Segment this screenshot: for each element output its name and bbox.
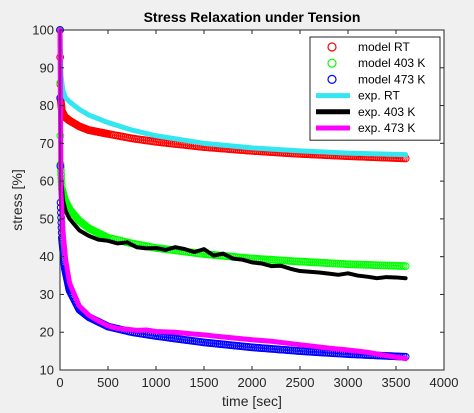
y-tick-label: 40	[40, 249, 54, 264]
legend-item: exp. 403 K	[316, 105, 415, 119]
y-tick-label: 70	[40, 136, 54, 151]
legend-label: model 403 K	[358, 56, 425, 70]
legend-label: exp. 403 K	[358, 105, 415, 119]
legend-item: model RT	[327, 40, 410, 54]
legend-label: model RT	[358, 40, 410, 54]
y-tick-label: 30	[40, 287, 54, 302]
y-tick-label: 60	[40, 174, 54, 189]
series-line-exp-rt	[57, 27, 409, 158]
chart-title: Stress Relaxation under Tension	[144, 9, 361, 25]
legend-item: exp. 473 K	[316, 121, 415, 135]
x-tick-label: 1000	[142, 375, 171, 390]
legend-marker-icon	[327, 74, 337, 85]
data-point	[401, 262, 410, 271]
x-tick-label: 3000	[334, 375, 363, 390]
y-tick-label: 20	[40, 325, 54, 340]
legend-item: exp. RT	[316, 89, 400, 103]
legend-item: model 403 K	[327, 56, 425, 70]
legend: model RT model 403 K model 473 K exp. RT exp…	[309, 36, 441, 141]
y-tick-label: 50	[40, 211, 54, 226]
series-line-exp-403-k	[58, 28, 408, 281]
legend-marker-icon	[327, 42, 337, 52]
y-tick-label: 90	[40, 60, 54, 75]
y-tick-label: 80	[40, 98, 54, 113]
legend-item: model 473 K	[327, 72, 425, 86]
x-tick-label: 1500	[190, 375, 219, 390]
x-tick-label: 2500	[286, 375, 315, 390]
x-axis-label: time [sec]	[222, 393, 282, 409]
series-layer	[56, 26, 410, 362]
series-line-exp-473-k	[57, 27, 409, 362]
x-tick-label: 2000	[238, 375, 267, 390]
axes-layer: 0 500 1000 1500 2000 2500 3000 3500 4000 10 20 30 40…	[32, 23, 458, 391]
legend-label: exp. 473 K	[358, 121, 415, 135]
legend-marker-icon	[327, 58, 337, 68]
x-tick-label: 3500	[382, 375, 411, 390]
x-tick-label: 500	[97, 375, 119, 390]
legend-label: exp. RT	[358, 89, 400, 103]
y-axis-label: stress [%]	[9, 169, 25, 230]
legend-label: model 473 K	[358, 72, 425, 86]
legend-box	[309, 36, 441, 141]
x-tick-label: 4000	[430, 375, 459, 390]
y-tick-label: 10	[40, 363, 54, 378]
y-tick-label: 100	[32, 23, 54, 38]
x-tick-label: 0	[56, 375, 63, 390]
